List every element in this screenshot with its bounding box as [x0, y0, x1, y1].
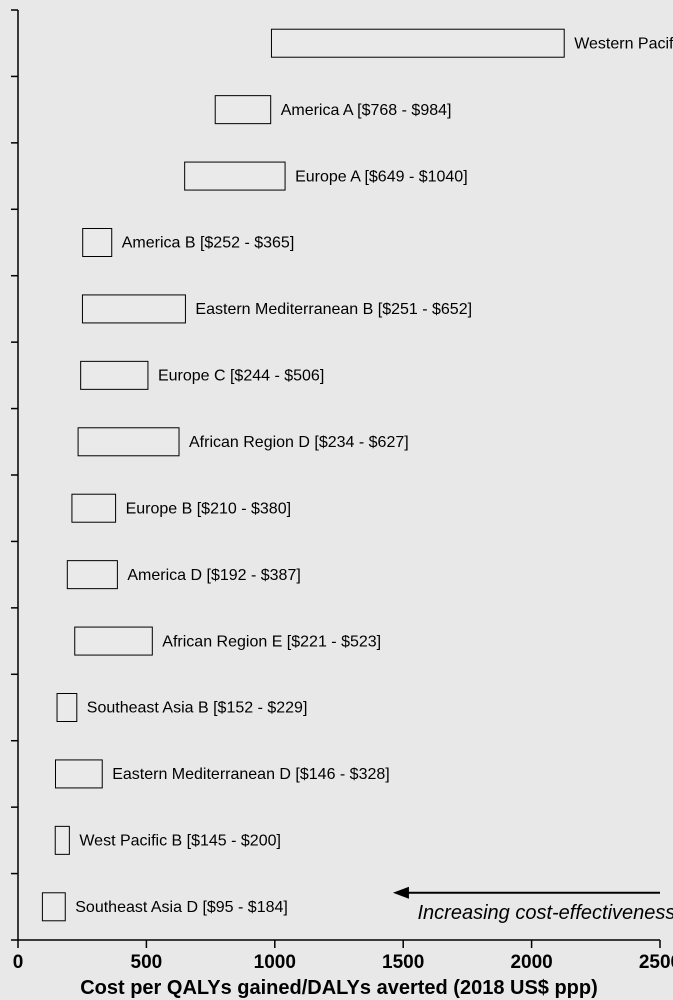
bar-label: Europe A [$649 - $1040] [295, 168, 468, 185]
cost-effectiveness-chart: 0 500 1000 1500 2000 2500 Cost per QALYs gaine… [0, 0, 673, 1000]
range-bar [75, 627, 153, 655]
range-bar [78, 428, 179, 456]
annotation-text: Increasing cost-effectiveness [418, 902, 673, 924]
bar-label: Eastern Mediterranean B [$251 - $652] [195, 301, 472, 318]
bar-label: Europe B [$210 - $380] [126, 500, 291, 517]
bar-label: Western Pacific A [$987 - $2127] [574, 35, 673, 52]
range-bar [81, 361, 148, 389]
range-bar [57, 694, 77, 722]
x-tick-label: 0 [13, 952, 24, 973]
range-bar [215, 96, 270, 124]
range-bar [55, 760, 102, 788]
range-bar [82, 295, 185, 323]
range-bar [67, 561, 117, 589]
range-bar [83, 229, 112, 257]
range-bar [72, 494, 116, 522]
bar-label: African Region D [$234 - $627] [189, 434, 409, 451]
bar-label: Europe C [$244 - $506] [158, 368, 324, 385]
arrow-head-icon [393, 887, 409, 899]
x-tick-label: 2000 [510, 952, 552, 973]
bar-label: Southeast Asia D [$95 - $184] [75, 899, 288, 916]
x-tick-label: 500 [131, 952, 163, 973]
range-bar [55, 826, 69, 854]
x-axis-title: Cost per QALYs gained/DALYs averted (201… [80, 977, 598, 999]
bar-label: America A [$768 - $984] [281, 102, 452, 119]
range-bar [271, 29, 564, 57]
bar-label: African Region E [$221 - $523] [162, 633, 381, 650]
x-tick-label: 1500 [382, 952, 424, 973]
bar-label: America D [$192 - $387] [127, 567, 300, 584]
bar-label: Eastern Mediterranean D [$146 - $328] [112, 766, 390, 783]
x-tick-label: 1000 [254, 952, 296, 973]
bar-label: America B [$252 - $365] [122, 235, 295, 252]
range-bar [42, 893, 65, 921]
bar-label: Southeast Asia B [$152 - $229] [87, 700, 308, 717]
x-tick-label: 2500 [639, 952, 673, 973]
bar-label: West Pacific B [$145 - $200] [79, 833, 281, 850]
range-bar [185, 162, 285, 190]
